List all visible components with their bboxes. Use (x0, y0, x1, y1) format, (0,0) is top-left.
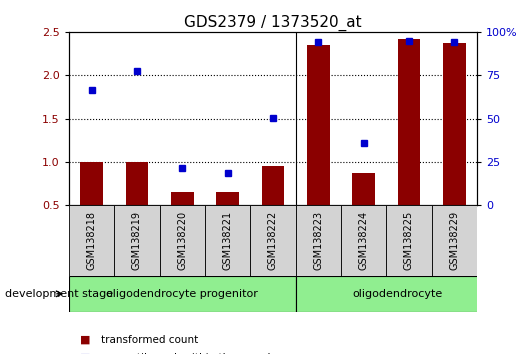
Bar (80, 162, 103, 205)
Text: percentile rank within the sample: percentile rank within the sample (101, 353, 277, 354)
Text: development stage: development stage (5, 289, 113, 299)
Text: GSM138218: GSM138218 (86, 211, 96, 270)
Text: oligodendrocyte progenitor: oligodendrocyte progenitor (107, 289, 258, 299)
Bar (250, 205, 296, 276)
Text: ■: ■ (80, 335, 90, 345)
Bar (205, 205, 250, 276)
Text: GSM138222: GSM138222 (268, 211, 278, 270)
Bar (160, 205, 205, 276)
Text: GSM138219: GSM138219 (132, 211, 142, 270)
Bar (69, 276, 296, 312)
Text: ■: ■ (80, 353, 90, 354)
Text: GSM138229: GSM138229 (449, 211, 460, 270)
Bar (398, 39, 420, 205)
Bar (307, 45, 330, 205)
Text: GSM138224: GSM138224 (359, 211, 369, 270)
Text: oligodendrocyte: oligodendrocyte (352, 289, 443, 299)
Text: GSM138225: GSM138225 (404, 211, 414, 270)
Bar (296, 276, 500, 312)
Bar (386, 205, 431, 276)
Title: GDS2379 / 1373520_at: GDS2379 / 1373520_at (184, 14, 362, 30)
Bar (341, 205, 386, 276)
Text: GSM138223: GSM138223 (313, 211, 323, 270)
Bar (69, 205, 114, 276)
Bar (126, 162, 148, 205)
Bar (262, 166, 284, 205)
Text: GSM138221: GSM138221 (223, 211, 233, 270)
Bar (296, 205, 341, 276)
Bar (431, 205, 477, 276)
Bar (171, 192, 193, 205)
Bar (352, 173, 375, 205)
Bar (443, 43, 466, 205)
Bar (216, 192, 239, 205)
Bar (114, 205, 160, 276)
Text: GSM138220: GSM138220 (177, 211, 187, 270)
Text: transformed count: transformed count (101, 335, 198, 345)
